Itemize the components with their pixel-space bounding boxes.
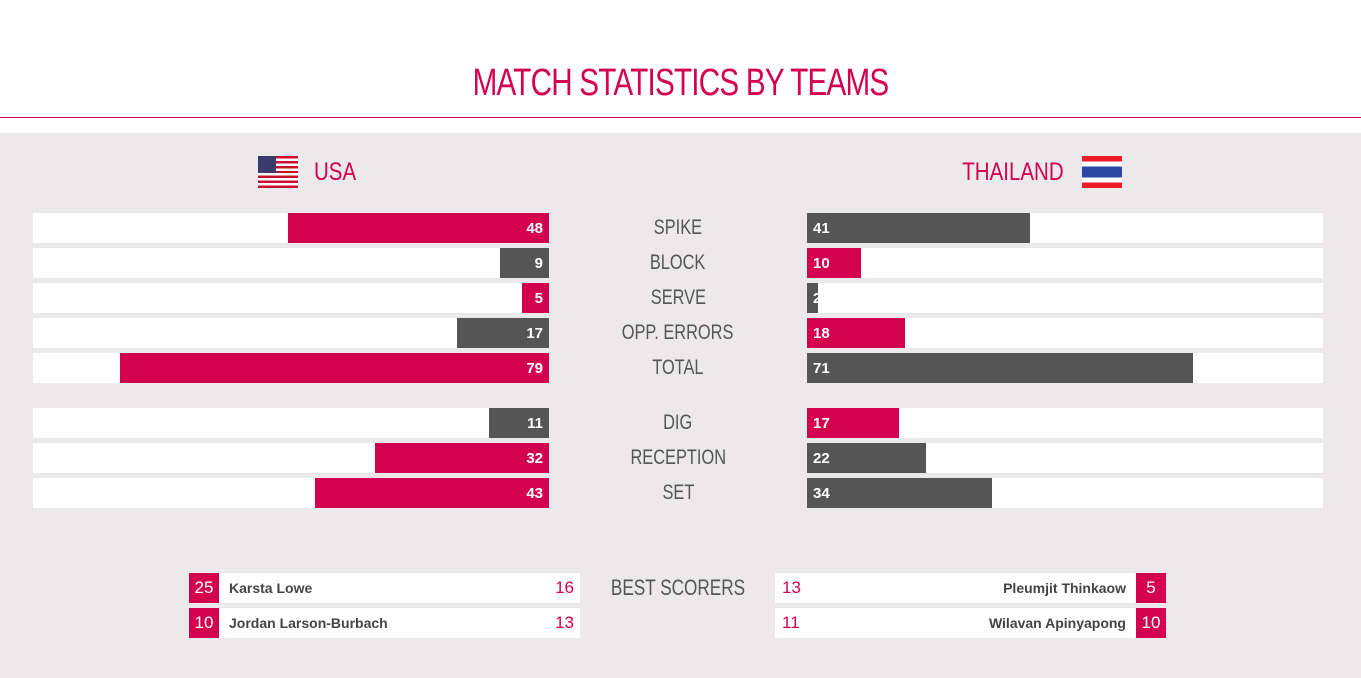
scorer-badge: 10 bbox=[1136, 608, 1166, 638]
stat-label: OPP. ERRORS bbox=[622, 321, 734, 344]
scorer-points: 11 bbox=[782, 613, 800, 632]
stat-bar-right: 10 bbox=[807, 248, 861, 278]
stat-track-left: 43 bbox=[33, 478, 549, 508]
scorer-left-2: 10 Jordan Larson-Burbach 13 bbox=[189, 608, 580, 638]
stat-bar-right: 2 bbox=[807, 283, 821, 313]
team-right: THAILAND bbox=[940, 152, 1122, 192]
scorer-right-1: 13 Pleumjit Thinkaow 5 bbox=[775, 573, 1166, 603]
stat-label: BLOCK bbox=[650, 251, 706, 274]
stat-track-right: 41 bbox=[807, 213, 1323, 243]
best-scorers-label: BEST SCORERS bbox=[610, 575, 745, 600]
stat-bar-left: 5 bbox=[522, 283, 549, 313]
scorer-left-1: 25 Karsta Lowe 16 bbox=[189, 573, 580, 603]
page-title: MATCH STATISTICS BY TEAMS bbox=[472, 62, 890, 104]
stat-label: RECEPTION bbox=[630, 446, 726, 469]
stat-track-left: 11 bbox=[33, 408, 549, 438]
title-divider bbox=[0, 117, 1361, 118]
thailand-flag-icon bbox=[1082, 156, 1122, 188]
stat-row: 17 OPP. ERRORS 18 bbox=[33, 318, 1323, 348]
stat-track-right: 18 bbox=[807, 318, 1323, 348]
stat-track-left: 17 bbox=[33, 318, 549, 348]
scorer-points: 16 bbox=[555, 578, 574, 597]
scorer-badge: 25 bbox=[189, 573, 219, 603]
scorer-badge: 10 bbox=[189, 608, 219, 638]
team-left-name: USA bbox=[314, 157, 357, 186]
stat-bar-right: 17 bbox=[807, 408, 899, 438]
stat-track-right: 34 bbox=[807, 478, 1323, 508]
stat-track-right: 10 bbox=[807, 248, 1323, 278]
scorer-badge: 5 bbox=[1136, 573, 1166, 603]
stat-bar-left: 32 bbox=[375, 443, 549, 473]
stat-row: 11 DIG 17 bbox=[33, 408, 1323, 438]
stat-track-left: 48 bbox=[33, 213, 549, 243]
stat-label: DIG bbox=[663, 411, 693, 434]
stat-bar-right: 34 bbox=[807, 478, 992, 508]
stat-track-left: 9 bbox=[33, 248, 549, 278]
scorer-name: Jordan Larson-Burbach bbox=[229, 615, 388, 631]
scorer-name: Karsta Lowe bbox=[229, 580, 313, 596]
scorer-name: Wilavan Apinyapong bbox=[988, 615, 1126, 631]
usa-flag-icon bbox=[258, 156, 298, 188]
stat-row: 79 TOTAL 71 bbox=[33, 353, 1323, 383]
stat-bar-left: 48 bbox=[288, 213, 549, 243]
stat-bar-right: 18 bbox=[807, 318, 905, 348]
stat-bar-right: 41 bbox=[807, 213, 1030, 243]
stat-bar-right: 22 bbox=[807, 443, 926, 473]
stat-row: 48 SPIKE 41 bbox=[33, 213, 1323, 243]
stat-bar-right: 71 bbox=[807, 353, 1193, 383]
scorer-points: 13 bbox=[555, 613, 574, 632]
scorer-right-2: 11 Wilavan Apinyapong 10 bbox=[775, 608, 1166, 638]
stat-bar-left: 43 bbox=[315, 478, 549, 508]
stat-label: TOTAL bbox=[652, 356, 704, 379]
stat-bar-left: 17 bbox=[457, 318, 549, 348]
team-right-name: THAILAND bbox=[962, 157, 1064, 186]
scorer-points: 13 bbox=[782, 578, 801, 597]
stat-bar-left: 79 bbox=[120, 353, 549, 383]
stat-row: 43 SET 34 bbox=[33, 478, 1323, 508]
scorer-name: Pleumjit Thinkaow bbox=[1003, 580, 1126, 596]
stat-label: SPIKE bbox=[653, 216, 703, 239]
team-left: USA bbox=[258, 152, 365, 192]
stat-track-right: 17 bbox=[807, 408, 1323, 438]
stat-track-left: 79 bbox=[33, 353, 549, 383]
stat-row: 32 RECEPTION 22 bbox=[33, 443, 1323, 473]
stat-track-left: 5 bbox=[33, 283, 549, 313]
stat-track-left: 32 bbox=[33, 443, 549, 473]
stat-bar-left: 11 bbox=[489, 408, 549, 438]
stat-label: SERVE bbox=[650, 286, 706, 309]
stat-track-right: 2 bbox=[807, 283, 1323, 313]
stat-label: SET bbox=[662, 481, 694, 504]
stat-row: 9 BLOCK 10 bbox=[33, 248, 1323, 278]
stat-track-right: 71 bbox=[807, 353, 1323, 383]
stat-track-right: 22 bbox=[807, 443, 1323, 473]
stat-bar-left: 9 bbox=[500, 248, 549, 278]
stat-row: 5 SERVE 2 bbox=[33, 283, 1323, 313]
